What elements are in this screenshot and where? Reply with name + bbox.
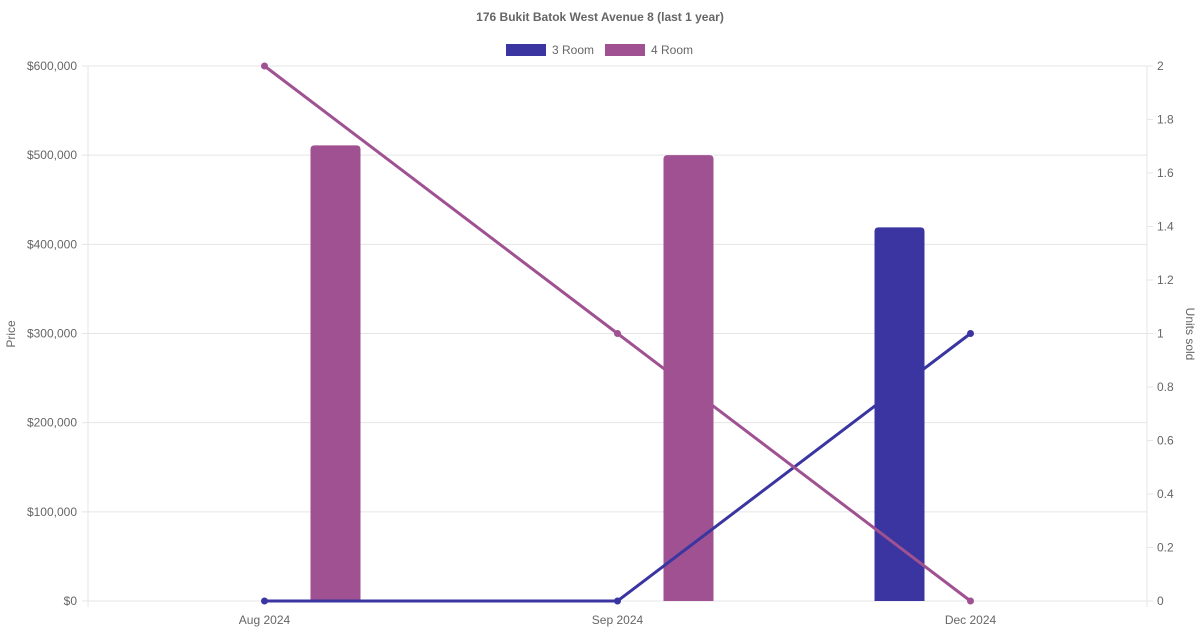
x-tick-label: Sep 2024 xyxy=(592,613,644,627)
point-4-room xyxy=(261,62,268,70)
y-tick-label: $500,000 xyxy=(27,148,77,162)
y2-tick-label: 0.4 xyxy=(1157,487,1174,501)
bar-4-room xyxy=(310,145,361,601)
x-tick-label: Aug 2024 xyxy=(239,613,291,627)
point-3-room xyxy=(967,330,974,337)
point-4-room xyxy=(967,597,974,605)
legend: 3 Room 4 Room xyxy=(506,43,693,57)
legend-swatch xyxy=(506,44,546,56)
y2-tick-label: 1.4 xyxy=(1157,220,1174,234)
point-3-room xyxy=(614,597,621,605)
bars xyxy=(310,145,925,601)
y-tick-label: $0 xyxy=(64,594,78,608)
axes: $0 $100,000 $200,000 $300,000 $400,000 $500,0… xyxy=(27,59,1174,627)
y2-tick-label: 1.2 xyxy=(1157,273,1174,287)
y-tick-label: $200,000 xyxy=(27,416,77,430)
y2-tick-label: 2 xyxy=(1157,59,1164,73)
legend-label: 3 Room xyxy=(552,43,594,57)
y-axis-label: Price xyxy=(4,320,18,348)
y2-tick-label: 0 xyxy=(1157,594,1164,608)
lines xyxy=(261,62,974,605)
y2-tick-label: 0.8 xyxy=(1157,380,1174,394)
y-tick-label: $400,000 xyxy=(27,237,77,251)
line-3-room xyxy=(264,332,972,603)
legend-label: 4 Room xyxy=(651,43,693,57)
y2-tick-label: 1.6 xyxy=(1157,166,1174,180)
x-tick-label: Dec 2024 xyxy=(945,613,997,627)
y-tick-label: $600,000 xyxy=(27,59,77,73)
y-tick-label: $300,000 xyxy=(27,327,77,341)
grid xyxy=(82,65,1153,607)
bar-3-room xyxy=(874,227,925,601)
bar-4-room xyxy=(663,155,714,601)
y-tick-label: $100,000 xyxy=(27,505,77,519)
point-4-room xyxy=(614,330,621,337)
y2-tick-label: 0.6 xyxy=(1157,434,1174,448)
chart-title: 176 Bukit Batok West Avenue 8 (last 1 ye… xyxy=(476,10,724,24)
point-3-room xyxy=(261,597,268,605)
legend-swatch xyxy=(605,44,645,56)
y2-axis-label: Units sold xyxy=(1183,308,1197,361)
y2-tick-label: 0.2 xyxy=(1157,541,1174,555)
y2-tick-label: 1 xyxy=(1157,327,1164,341)
y2-tick-label: 1.8 xyxy=(1157,113,1174,127)
